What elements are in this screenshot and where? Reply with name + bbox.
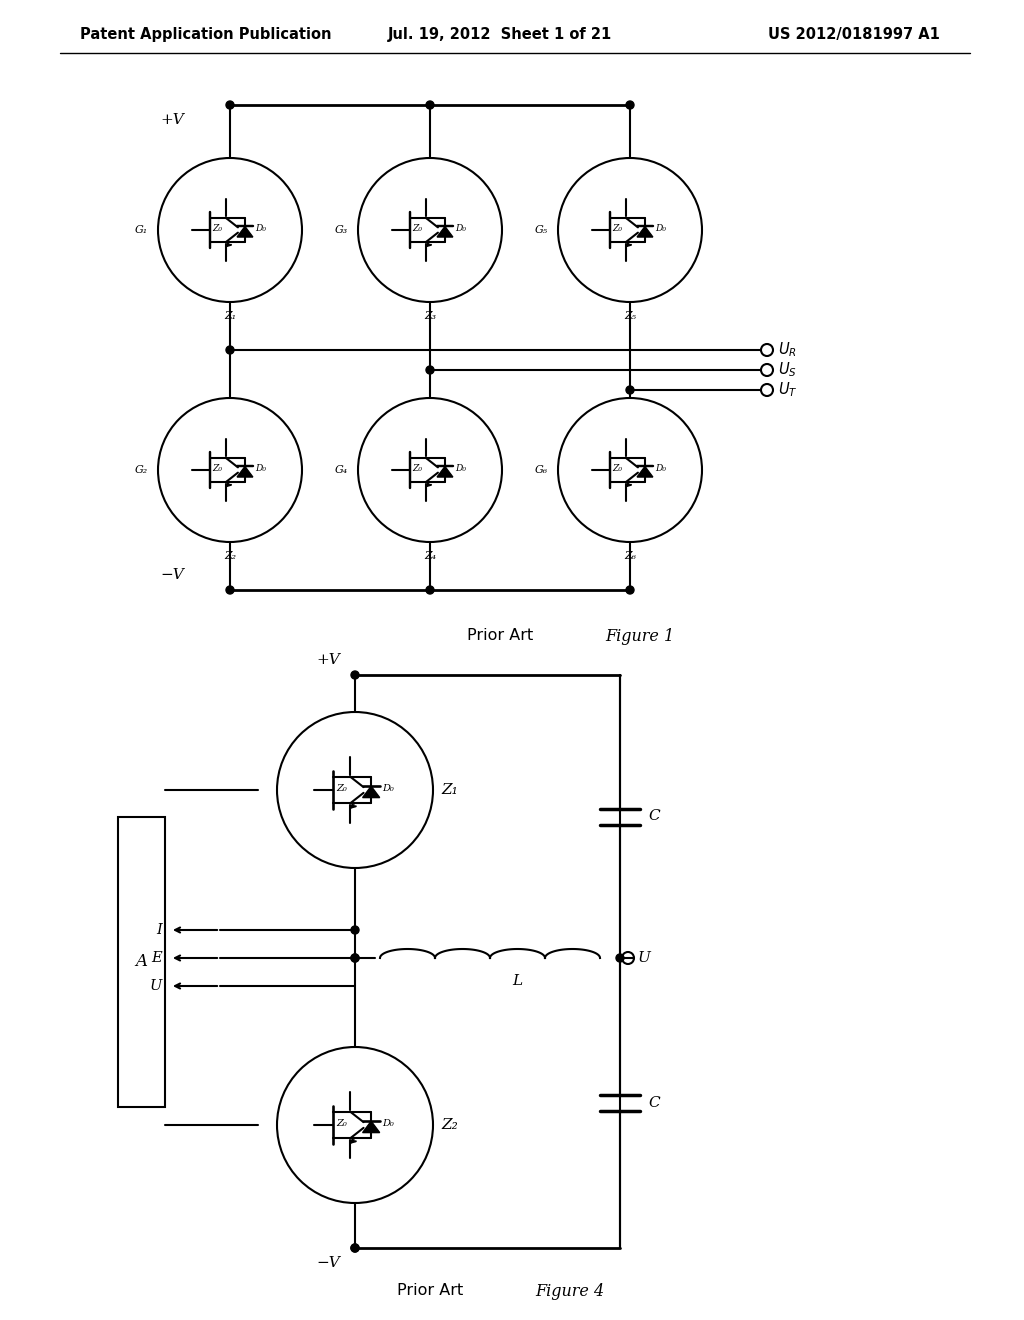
Text: US 2012/0181997 A1: US 2012/0181997 A1: [768, 28, 940, 42]
Text: D₀: D₀: [456, 223, 466, 232]
Text: Z₆: Z₆: [624, 550, 636, 561]
Text: Z₀: Z₀: [336, 784, 347, 792]
Text: Z₁: Z₁: [441, 783, 458, 797]
Text: I: I: [157, 923, 162, 937]
Text: Z₂: Z₂: [441, 1118, 458, 1133]
Circle shape: [616, 954, 624, 962]
Text: G₂: G₂: [134, 465, 147, 475]
Circle shape: [426, 102, 434, 110]
Text: Figure 1: Figure 1: [605, 628, 675, 645]
Text: D₀: D₀: [382, 784, 394, 792]
Text: Z₀: Z₀: [213, 463, 222, 473]
Text: L: L: [512, 974, 522, 987]
Polygon shape: [362, 787, 380, 797]
Circle shape: [426, 586, 434, 594]
Text: −V: −V: [160, 568, 183, 582]
Text: D₀: D₀: [456, 463, 466, 473]
Text: D₀: D₀: [382, 1118, 394, 1127]
Text: Z₂: Z₂: [224, 550, 236, 561]
Circle shape: [351, 1243, 359, 1251]
Text: Z₀: Z₀: [413, 463, 423, 473]
Circle shape: [351, 954, 359, 962]
Text: Prior Art: Prior Art: [467, 628, 534, 643]
Text: G₆: G₆: [535, 465, 548, 475]
Text: D₀: D₀: [255, 223, 266, 232]
Polygon shape: [637, 466, 653, 477]
Text: Z₀: Z₀: [413, 223, 423, 232]
Text: $U_T$: $U_T$: [778, 380, 798, 400]
Circle shape: [626, 586, 634, 594]
Bar: [118, 817, 165, 1106]
Text: Z₄: Z₄: [424, 550, 436, 561]
Text: C: C: [648, 809, 659, 824]
Text: E: E: [152, 950, 162, 965]
Polygon shape: [437, 227, 453, 238]
Circle shape: [426, 366, 434, 374]
Text: Jul. 19, 2012  Sheet 1 of 21: Jul. 19, 2012 Sheet 1 of 21: [388, 28, 612, 42]
Text: G₁: G₁: [134, 224, 147, 235]
Polygon shape: [437, 466, 453, 477]
Text: D₀: D₀: [655, 223, 667, 232]
Polygon shape: [362, 1121, 380, 1133]
Polygon shape: [237, 466, 253, 477]
Text: G₅: G₅: [535, 224, 548, 235]
Text: −V: −V: [316, 1257, 340, 1270]
Text: G₃: G₃: [334, 224, 347, 235]
Circle shape: [351, 1243, 359, 1251]
Text: A: A: [135, 953, 147, 970]
Text: U: U: [638, 950, 651, 965]
Text: +V: +V: [316, 653, 340, 667]
Circle shape: [351, 927, 359, 935]
Circle shape: [351, 671, 359, 678]
Text: G₄: G₄: [334, 465, 347, 475]
Text: Z₀: Z₀: [612, 463, 623, 473]
Text: Z₀: Z₀: [336, 1118, 347, 1127]
Text: Z₀: Z₀: [612, 223, 623, 232]
Text: Z₅: Z₅: [624, 310, 636, 321]
Text: Patent Application Publication: Patent Application Publication: [80, 28, 332, 42]
Text: D₀: D₀: [655, 463, 667, 473]
Circle shape: [226, 586, 234, 594]
Polygon shape: [237, 227, 253, 238]
Text: $U_R$: $U_R$: [778, 341, 797, 359]
Circle shape: [226, 102, 234, 110]
Circle shape: [226, 346, 234, 354]
Text: Z₀: Z₀: [213, 223, 222, 232]
Text: $U_S$: $U_S$: [778, 360, 797, 379]
Text: D₀: D₀: [255, 463, 266, 473]
Circle shape: [626, 385, 634, 393]
Text: +V: +V: [160, 114, 183, 127]
Text: Prior Art: Prior Art: [397, 1283, 463, 1298]
Text: C: C: [648, 1096, 659, 1110]
Circle shape: [626, 102, 634, 110]
Text: Z₃: Z₃: [424, 310, 436, 321]
Text: Z₁: Z₁: [224, 310, 236, 321]
Text: U: U: [150, 979, 162, 993]
Circle shape: [351, 954, 359, 962]
Polygon shape: [637, 227, 653, 238]
Text: Figure 4: Figure 4: [536, 1283, 604, 1300]
